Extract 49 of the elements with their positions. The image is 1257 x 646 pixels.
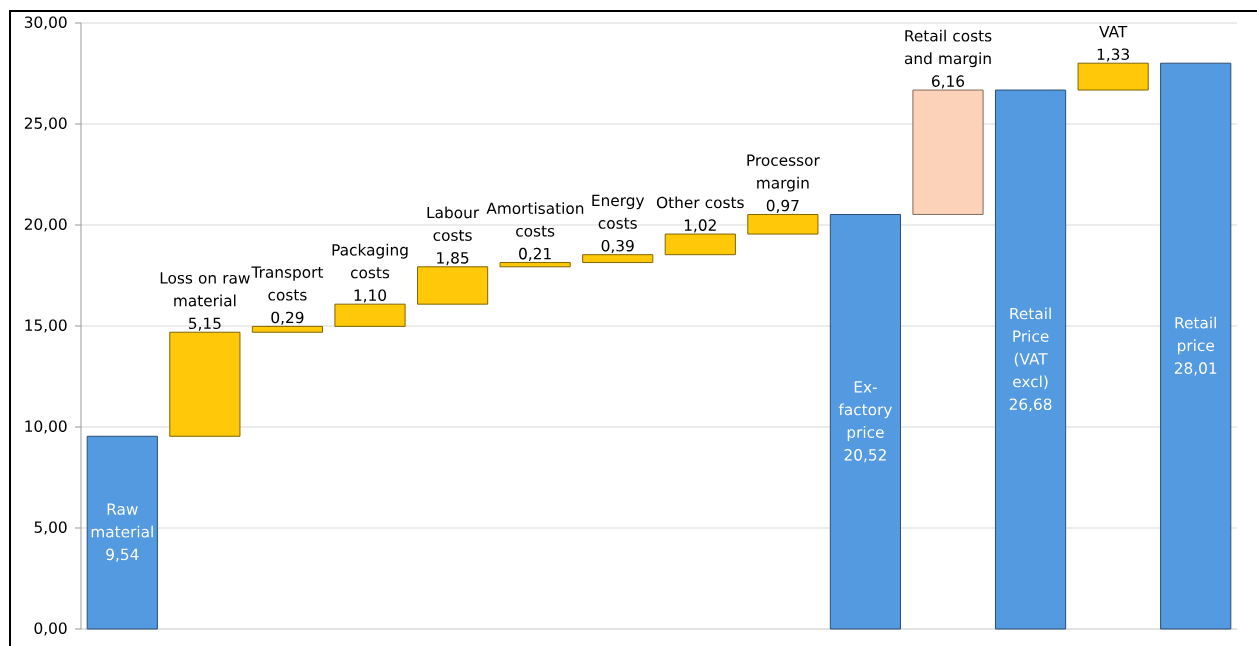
x-tick-label: VAT (1099, 25, 1128, 38)
y-tick-label: 5,00 (34, 521, 67, 535)
x-tick-label: Loss on raw material (160, 272, 250, 307)
x-tick-label: Ex-factory price (838, 381, 892, 441)
data-label: 26,68 (1009, 398, 1052, 412)
data-label: 9,54 (106, 548, 139, 562)
y-tick-label: 15,00 (25, 319, 67, 333)
data-label: 0,29 (271, 311, 304, 325)
data-label: 0,97 (766, 199, 799, 213)
x-tick-label: Processor margin (747, 154, 820, 192)
y-tick-label: 20,00 (24, 218, 67, 232)
bar (86, 435, 158, 630)
bar (747, 213, 819, 235)
data-label: 1,85 (437, 252, 469, 266)
data-label: 5,15 (188, 317, 221, 331)
data-label: 1,02 (684, 219, 716, 233)
x-tick-label: Raw material (91, 503, 153, 538)
data-label: 20,52 (844, 449, 886, 463)
x-tick-label: Retail costs and margin (904, 29, 992, 68)
bar (582, 254, 654, 264)
y-tick-label: 0,00 (34, 622, 67, 636)
x-tick-label: Energy costs (592, 194, 645, 229)
bar (1077, 62, 1149, 91)
x-tick-label: Packaging costs (332, 243, 408, 279)
bar (664, 233, 736, 256)
data-label: 0,21 (519, 247, 551, 261)
bar (251, 325, 324, 333)
y-tick-label: 25,00 (24, 117, 67, 131)
x-tick-label: Amortisation costs (486, 202, 584, 237)
bar (994, 89, 1067, 630)
data-label: 28,01 (1174, 362, 1217, 376)
bar (334, 303, 406, 327)
x-tick-label: Other costs (656, 196, 744, 209)
bar (169, 331, 241, 437)
x-tick-label: Retail price (1175, 316, 1216, 355)
bar (912, 89, 984, 215)
x-tick-label: Transport costs (251, 266, 324, 301)
x-tick-label: Labour costs (427, 206, 480, 241)
bar (1160, 62, 1232, 630)
data-label: 6,16 (932, 75, 965, 89)
y-tick-label: 10,00 (25, 420, 67, 434)
data-label: 1,10 (354, 289, 387, 303)
data-label: 0,39 (601, 239, 634, 254)
bar (416, 266, 489, 305)
bar (829, 213, 902, 630)
y-tick-label: 30,00 (24, 16, 67, 30)
x-tick-label: Retail Price (VAT excl) (1010, 307, 1051, 390)
data-label: 1,33 (1097, 48, 1129, 62)
bar (499, 262, 571, 268)
